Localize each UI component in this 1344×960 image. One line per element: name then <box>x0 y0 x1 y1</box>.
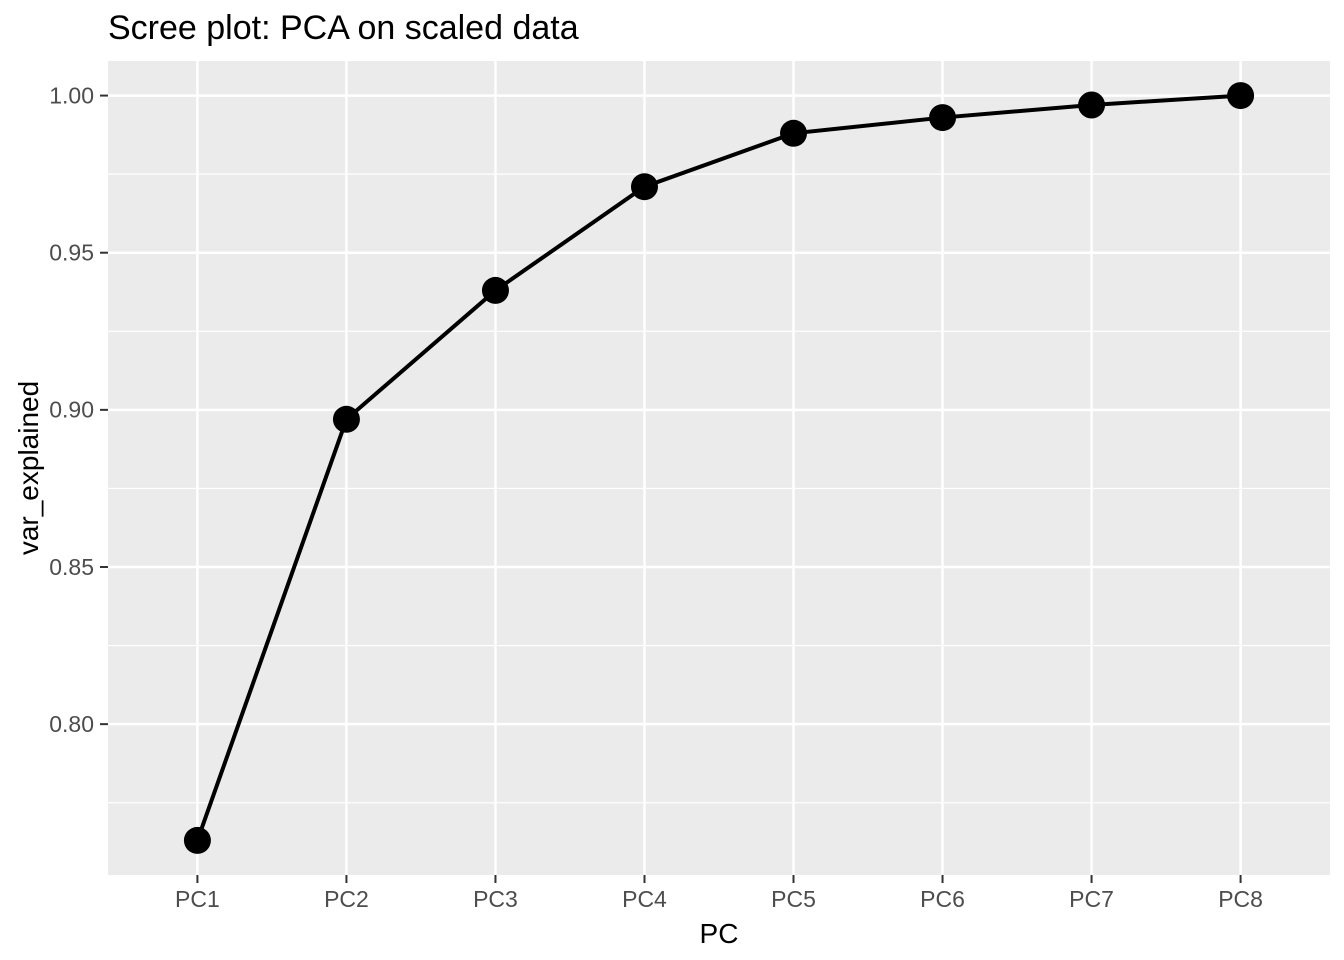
x-tick-label: PC2 <box>324 886 369 912</box>
x-tick-label: PC5 <box>771 886 816 912</box>
panel-background <box>108 61 1330 875</box>
data-point-PC6 <box>929 104 957 132</box>
x-tick-label: PC7 <box>1069 886 1114 912</box>
data-point-PC5 <box>780 119 808 147</box>
y-tick-label: 1.00 <box>49 82 94 108</box>
x-tick-label: PC8 <box>1218 886 1263 912</box>
data-point-PC4 <box>630 173 658 201</box>
series-line <box>195 93 1241 842</box>
x-tick-label: PC6 <box>920 886 965 912</box>
x-tick-label: PC3 <box>473 886 518 912</box>
data-point-PC8 <box>1227 82 1255 110</box>
x-tick-label: PC1 <box>175 886 220 912</box>
y-tick-label: 0.80 <box>49 711 94 737</box>
data-point-PC7 <box>1078 91 1106 119</box>
data-point-PC3 <box>481 276 509 304</box>
y-tick-label: 0.90 <box>49 397 94 423</box>
plot-title: Scree plot: PCA on scaled data <box>108 9 579 47</box>
x-tick-label: PC4 <box>622 886 667 912</box>
data-point-PC2 <box>332 405 360 433</box>
y-tick-label: 0.95 <box>49 240 94 266</box>
data-point-PC1 <box>183 826 211 854</box>
y-axis-title: var_explained <box>13 381 44 555</box>
x-axis-title: PC <box>700 918 739 949</box>
y-tick-label: 0.85 <box>49 554 94 580</box>
